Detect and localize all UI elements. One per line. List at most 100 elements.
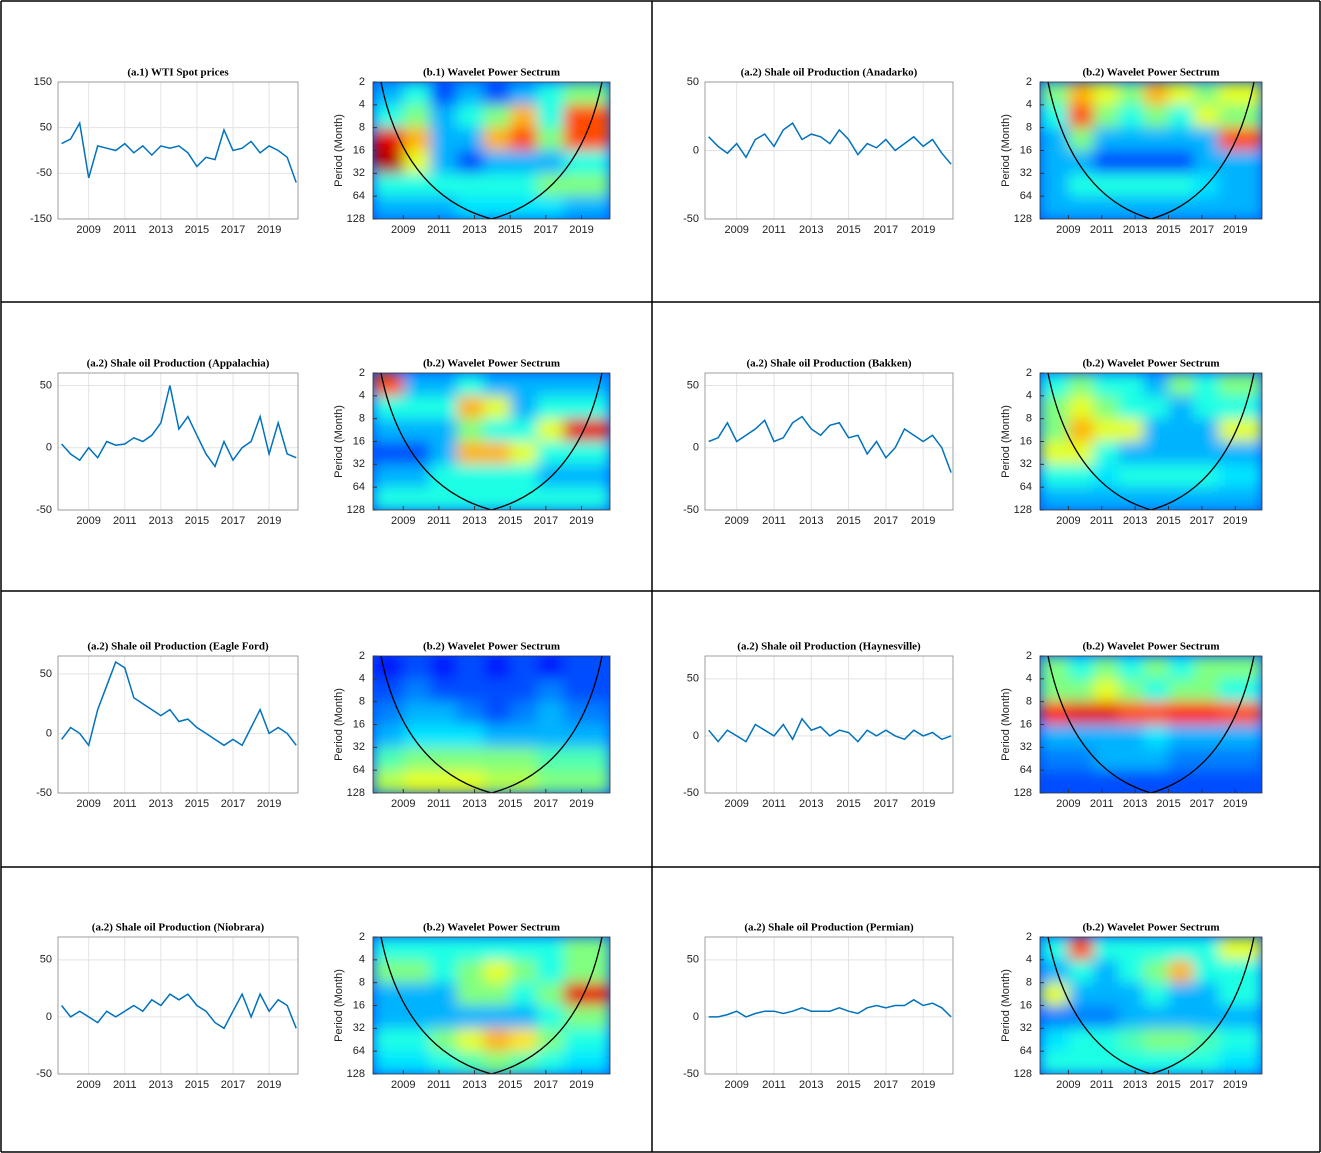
x-tick-label: 2013 xyxy=(799,224,823,236)
heatmap-cell xyxy=(1068,487,1094,510)
heatmap-cell xyxy=(430,173,457,196)
heatmap-cell xyxy=(1143,702,1169,725)
heatmap xyxy=(1040,656,1263,794)
heatmap-cell xyxy=(403,1051,430,1074)
heatmap-cells xyxy=(373,82,611,220)
heatmap-cell xyxy=(430,702,457,725)
heatmap-cell xyxy=(1068,464,1094,487)
heatmap-cell xyxy=(1219,656,1263,679)
heatmap-cell xyxy=(373,173,404,196)
heatmap-cell xyxy=(537,960,564,983)
heatmap-cell xyxy=(510,1028,537,1051)
x-tick-label: 2013 xyxy=(149,1079,173,1091)
heatmap-cell xyxy=(1118,702,1144,725)
heatmap-cell xyxy=(1093,128,1119,151)
heatmap-cell xyxy=(1068,937,1094,960)
heatmap-cell xyxy=(403,419,430,442)
x-tick-label: 2017 xyxy=(874,515,898,527)
chart-title: (b.2) Wavelet Power Sectrum xyxy=(1082,358,1219,370)
heatmap-cell xyxy=(430,464,457,487)
y-tick-label: 50 xyxy=(40,954,52,966)
x-tick-label: 2013 xyxy=(1123,224,1147,236)
heatmap-cell xyxy=(457,960,484,983)
heatmap-cell xyxy=(483,373,510,396)
x-tick-label: 2017 xyxy=(534,798,558,810)
heatmap-cell xyxy=(1169,396,1195,419)
heatmap-cell xyxy=(483,656,510,679)
y-tick-label: 4 xyxy=(359,390,365,402)
x-tick-label: 2019 xyxy=(569,798,593,810)
x-tick-label: 2015 xyxy=(1156,224,1180,236)
heatmap-cell xyxy=(1118,656,1144,679)
y-tick-label: 128 xyxy=(1014,213,1032,225)
heatmap-cell xyxy=(510,373,537,396)
x-tick-label: 2017 xyxy=(534,224,558,236)
heatmap-cell xyxy=(1040,725,1069,748)
page: (a.1) WTI Spot prices2009201120132015201… xyxy=(0,0,1321,1153)
heatmap-cells xyxy=(1040,937,1263,1075)
y-tick-label: 128 xyxy=(347,787,365,799)
x-tick-label: 2013 xyxy=(149,798,173,810)
x-tick-label: 2011 xyxy=(762,515,786,527)
x-tick-label: 2019 xyxy=(911,224,935,236)
heatmap-cell xyxy=(1143,196,1169,219)
heatmap-cell xyxy=(510,464,537,487)
heatmap-cell xyxy=(403,679,430,702)
heatmap-cell xyxy=(1194,770,1220,793)
heatmap-cell xyxy=(1068,983,1094,1006)
heatmap-cell xyxy=(430,396,457,419)
heatmap-cell xyxy=(403,173,430,196)
heatmap-cell xyxy=(1194,960,1220,983)
heatmap-cell xyxy=(1219,442,1263,465)
heatmap-cell xyxy=(1219,128,1263,151)
heatmap-cell xyxy=(1040,442,1069,465)
y-tick-label: 64 xyxy=(1020,764,1032,776)
heatmap-cell xyxy=(457,747,484,770)
heatmap-cell xyxy=(373,960,404,983)
y-tick-label: 32 xyxy=(353,167,365,179)
heatmap-cell xyxy=(1169,373,1195,396)
heatmap-cell xyxy=(1194,1006,1220,1029)
heatmap-cell xyxy=(564,656,611,679)
heatmap-cell xyxy=(1194,105,1220,128)
heatmap-cell xyxy=(1219,937,1263,960)
heatmap-cell xyxy=(1040,128,1069,151)
y-tick-label: 8 xyxy=(1026,977,1032,989)
y-axis-label: Period (Month) xyxy=(333,688,345,761)
heatmap-cell xyxy=(373,1028,404,1051)
heatmap-cells xyxy=(373,937,611,1075)
heatmap-cell xyxy=(537,196,564,219)
heatmap-cell xyxy=(1118,487,1144,510)
y-tick-label: 8 xyxy=(359,122,365,134)
x-tick-label: 2017 xyxy=(534,515,558,527)
x-tick-label: 2019 xyxy=(569,515,593,527)
x-tick-label: 2011 xyxy=(113,798,137,810)
heatmap-cell xyxy=(1093,656,1119,679)
y-tick-label: 16 xyxy=(1020,718,1032,730)
x-tick-label: 2013 xyxy=(799,798,823,810)
heatmap-cell xyxy=(564,1028,611,1051)
heatmap-cell xyxy=(1068,1006,1094,1029)
heatmap-cell xyxy=(1040,196,1069,219)
heatmap-cell xyxy=(1169,173,1195,196)
x-tick-label: 2011 xyxy=(762,224,786,236)
heatmap-cell xyxy=(403,702,430,725)
x-tick-label: 2011 xyxy=(1090,798,1114,810)
chart-title: (b.2) Wavelet Power Sectrum xyxy=(1082,67,1219,79)
heatmap-cell xyxy=(1143,770,1169,793)
heatmap-cell xyxy=(1219,960,1263,983)
heatmap-cell xyxy=(373,937,404,960)
x-tick-label: 2013 xyxy=(799,1079,823,1091)
heatmap-cell xyxy=(537,487,564,510)
heatmap-cell xyxy=(483,1028,510,1051)
heatmap-cell xyxy=(457,983,484,1006)
heatmap-cell xyxy=(1169,464,1195,487)
y-tick-label: 50 xyxy=(687,76,699,88)
x-tick-label: 2019 xyxy=(1223,1079,1247,1091)
y-tick-label: 4 xyxy=(359,99,365,111)
heatmap-cell xyxy=(457,373,484,396)
heatmap-cell xyxy=(457,396,484,419)
heatmap-cell xyxy=(1219,725,1263,748)
chart-title: (a.1) WTI Spot prices xyxy=(127,67,229,79)
heatmap-cell xyxy=(403,656,430,679)
